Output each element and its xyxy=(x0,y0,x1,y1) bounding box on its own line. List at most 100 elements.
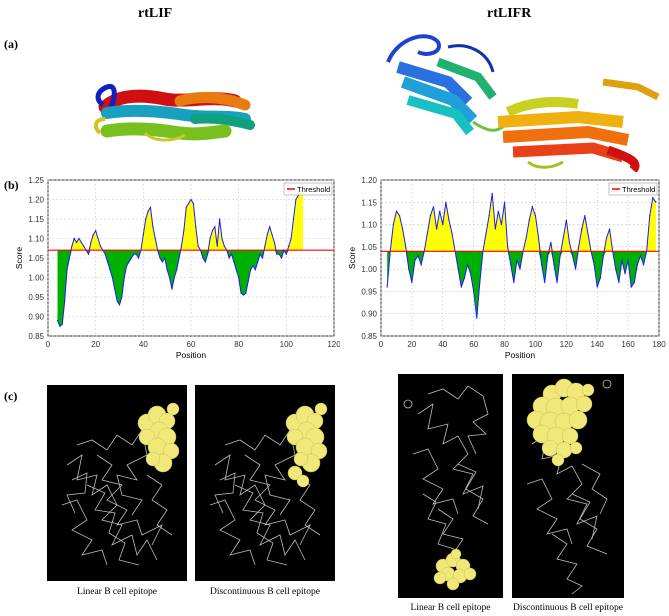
rtlif-discontinuous-epitope-image xyxy=(195,385,335,581)
rtlifr-chart-ytick-6: 1.15 xyxy=(361,198,377,207)
rtlif-chart-point-59 xyxy=(197,245,199,247)
rtlif-chart-point-1 xyxy=(59,325,61,327)
rtlif-chart-point-32 xyxy=(133,253,135,255)
rtlifr-chart-point-26 xyxy=(466,264,469,266)
rtlifr-chart-point-10 xyxy=(417,255,419,257)
heading-rtlif: rtLIF xyxy=(138,6,173,21)
rtlif-chart-point-79 xyxy=(245,292,247,294)
rtlif-chart-point-87 xyxy=(264,245,266,247)
rtlifr-chart-point-52 xyxy=(547,255,549,257)
rtlifr-chart-point-40 xyxy=(510,264,512,266)
rtlifr-chart-point-74 xyxy=(615,268,617,270)
rtlif-chart-point-2 xyxy=(61,323,63,325)
rtlifr-chart-point-28 xyxy=(473,290,475,293)
rtlif-chart-point-58 xyxy=(195,226,197,228)
rtlif-chart-point-3 xyxy=(64,300,66,302)
rtlifr-chart-point-57 xyxy=(562,237,564,239)
rtlifr-chart-point-21 xyxy=(451,232,453,235)
rtlifr-chart-xtick-6: 120 xyxy=(560,340,574,349)
rtlif-chart-point-81 xyxy=(249,269,252,271)
caption-rtlifr-linear: Linear B cell epitope xyxy=(410,603,491,613)
rtlifr-chart-ytick-0: 0.85 xyxy=(361,332,377,341)
rtlif-chart-point-44 xyxy=(161,261,163,263)
rtlif-chart-point-82 xyxy=(252,265,254,267)
rtlif-chart-xtick-4: 80 xyxy=(234,340,243,349)
rtlifr-chart-point-85 xyxy=(649,215,651,217)
rtlifr-chart-xtick-0: 0 xyxy=(379,340,384,349)
rtlif-chart-point-89 xyxy=(269,226,271,228)
rtlifr-chart-point-8 xyxy=(411,281,413,284)
rtlif-chart-point-70 xyxy=(223,245,225,247)
rtlif-chart-ytick-1: 0.90 xyxy=(28,313,44,322)
rtlif-chart-point-34 xyxy=(137,257,140,259)
rtlif-chart-point-31 xyxy=(130,257,133,259)
rtlifr-linear-epitope-image xyxy=(398,374,503,598)
rtlifr-chart-point-4 xyxy=(398,215,401,217)
rtlifr-chart-point-33 xyxy=(488,215,490,217)
rtlif-chart-point-6 xyxy=(71,245,73,247)
caption-rtlifr-discontinuous: Discontinuous B cell epitope xyxy=(512,603,624,613)
rtlif-chart-ytick-4: 1.05 xyxy=(28,254,44,263)
rtlifr-chart-point-54 xyxy=(553,264,555,266)
rtlif-chart-point-36 xyxy=(142,234,144,236)
rtlifr-chart-point-17 xyxy=(439,210,441,212)
rtlif-chart-ylabel: Score xyxy=(14,247,24,269)
rtlif-chart-point-9 xyxy=(78,237,80,240)
rtlifr-chart-point-41 xyxy=(513,281,515,284)
rtlif-chart-legend-label: Threshold xyxy=(297,185,330,194)
rtlifr-chart-ytick-4: 1.05 xyxy=(361,243,377,252)
rtlif-chart-point-30 xyxy=(128,261,130,263)
rtlif-epitope-chart: 0.85 0.90 0.95 1.00 1.05 1.10 1.15 1.20 1.25 0 20 4… xyxy=(14,176,340,360)
rtlifr-chart-ytick-3: 1.00 xyxy=(361,265,377,274)
rtlif-chart-point-45 xyxy=(164,257,166,259)
rtlifr-chart-point-64 xyxy=(584,215,586,217)
rtlifr-chart-point-23 xyxy=(457,268,459,270)
rtlif-chart-legend-box xyxy=(283,182,333,196)
rtlif-chart-point-50 xyxy=(176,269,178,271)
rtlif-chart-point-68 xyxy=(219,218,221,220)
rtlif-chart-point-48 xyxy=(171,288,173,290)
rtlif-chart-point-61 xyxy=(202,257,204,259)
rtlif-chart-point-94 xyxy=(280,257,283,259)
rtlifr-chart-point-25 xyxy=(463,277,465,279)
rtlif-chart-xtick-2: 40 xyxy=(139,340,148,349)
rtlif-chart-point-54 xyxy=(185,206,187,208)
rtlif-chart-point-39 xyxy=(149,206,152,208)
rtlif-chart-point-97 xyxy=(288,245,290,247)
rtlif-chart-point-56 xyxy=(190,198,192,201)
rtlif-chart-point-46 xyxy=(166,269,168,271)
rtlif-chart-point-33 xyxy=(135,253,137,255)
rtlifr-chart-xtick-5: 100 xyxy=(529,340,543,349)
rtlif-chart-point-49 xyxy=(173,276,175,279)
rtlif-chart-ytick-6: 1.15 xyxy=(28,215,44,224)
rtlif-chart-point-100 xyxy=(295,198,297,201)
rtlif-chart-point-28 xyxy=(123,276,125,279)
rtlifr-chart-ytick-1: 0.90 xyxy=(361,310,377,319)
rtlif-chart-point-78 xyxy=(242,294,245,296)
rtlif-chart-point-99 xyxy=(292,218,295,220)
rtlif-chart-point-4 xyxy=(66,269,68,271)
rtlifr-chart-ytick-5: 1.10 xyxy=(361,221,377,230)
rtlif-chart-xtick-6: 120 xyxy=(327,340,340,349)
rtlifr-chart-area-below-threshold xyxy=(387,251,656,319)
rtlif-chart-point-10 xyxy=(80,241,82,243)
rtlifr-chart-point-60 xyxy=(571,255,574,257)
rtlif-chart-point-92 xyxy=(276,253,278,255)
rtlif-chart-point-8 xyxy=(76,241,78,243)
rtlifr-chart-point-43 xyxy=(519,268,521,270)
rtlifr-chart-point-36 xyxy=(497,210,499,212)
rtlifr-chart-point-68 xyxy=(596,286,598,288)
rtlif-chart-point-37 xyxy=(145,218,147,220)
rtlifr-chart-point-49 xyxy=(537,237,540,239)
rtlifr-chart-point-48 xyxy=(534,215,537,217)
rtlifr-chart-point-24 xyxy=(460,286,462,288)
rtlifr-chart-area-above-threshold xyxy=(387,193,656,252)
rtlif-chart-point-16 xyxy=(95,230,97,232)
rtlif-chart-point-84 xyxy=(257,261,259,263)
rtlifr-chart-point-56 xyxy=(559,255,561,257)
rtlif-chart-point-0 xyxy=(56,319,59,321)
rtlifr-chart-point-79 xyxy=(630,286,632,288)
rtlifr-chart-point-47 xyxy=(531,206,533,208)
rtlif-chart-point-67 xyxy=(216,245,218,247)
rtlif-chart-point-63 xyxy=(207,253,209,255)
